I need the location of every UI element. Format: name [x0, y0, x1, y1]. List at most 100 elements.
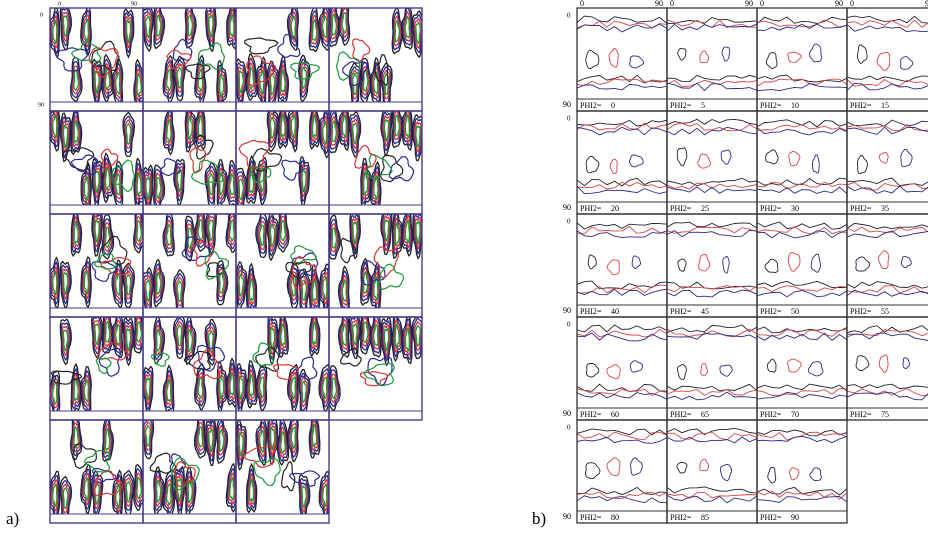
contour [290, 113, 297, 140]
contour [394, 114, 401, 137]
contour [413, 17, 422, 50]
contour [245, 262, 258, 308]
section-map [142, 316, 237, 421]
contour [359, 371, 389, 387]
contour [404, 114, 410, 139]
contour [100, 148, 119, 169]
contour [92, 161, 102, 204]
contour [256, 421, 267, 462]
contour [246, 462, 258, 514]
contour [404, 15, 411, 39]
contour [402, 214, 413, 253]
contour [415, 324, 421, 347]
contour [321, 376, 328, 400]
contour [162, 214, 175, 257]
contour [163, 59, 174, 100]
contour [757, 435, 847, 444]
contour [207, 330, 214, 353]
contour [341, 278, 348, 303]
contour [331, 119, 338, 143]
contour [667, 122, 757, 132]
contour [676, 147, 688, 167]
axis-label: 90 [563, 512, 571, 521]
contour [722, 255, 730, 274]
contour [310, 273, 319, 307]
contour [149, 452, 177, 474]
contour [166, 118, 172, 144]
contour [288, 367, 298, 409]
section-map: PHI2= 40 [576, 213, 668, 318]
contour [94, 69, 100, 95]
contour [216, 420, 229, 464]
contour [319, 8, 329, 47]
contour [301, 168, 307, 193]
contour [144, 373, 152, 407]
contour [82, 265, 90, 300]
contour [252, 342, 274, 367]
section-map: PHI2= 90 [756, 419, 848, 524]
section-frame [756, 316, 848, 421]
contour [331, 13, 338, 37]
contour [112, 263, 123, 305]
section-frame [576, 7, 668, 112]
contour [329, 214, 341, 260]
contour [205, 420, 217, 467]
contour [289, 11, 298, 43]
contour [93, 215, 101, 248]
contours [577, 222, 667, 297]
contour [162, 111, 175, 156]
contour [112, 62, 123, 102]
contour [667, 391, 757, 401]
contour [667, 486, 757, 494]
contour [197, 376, 204, 399]
contour [330, 373, 339, 404]
contour [187, 479, 193, 504]
contour [143, 168, 153, 205]
contours [236, 8, 329, 102]
contour [123, 8, 135, 59]
contour [258, 429, 265, 453]
contour [102, 317, 113, 350]
contour [331, 377, 338, 400]
contour [236, 423, 246, 467]
contour [413, 321, 422, 351]
contour [125, 328, 132, 353]
contour [184, 111, 197, 153]
section-prefix: PHI2= [850, 410, 872, 419]
section-prefix: PHI2= [670, 101, 692, 110]
contour [227, 214, 236, 246]
contour [339, 8, 350, 42]
contour [667, 289, 757, 298]
contour [123, 320, 134, 362]
contour [96, 342, 129, 361]
contour [103, 317, 112, 347]
contour [185, 320, 196, 361]
contour [172, 38, 193, 62]
contour [403, 10, 412, 43]
section-frame [576, 316, 668, 421]
section-map [328, 213, 423, 318]
contour [98, 235, 128, 266]
contour [216, 158, 228, 205]
contour [341, 11, 348, 35]
contour [373, 275, 379, 302]
contour [309, 317, 321, 357]
contour [229, 12, 235, 38]
contour [238, 178, 245, 201]
contour [165, 68, 172, 92]
contour [238, 375, 244, 401]
contour [80, 8, 92, 57]
axis-label: 90 [563, 409, 571, 418]
contour [577, 495, 667, 504]
contour [351, 217, 359, 251]
contour [331, 227, 338, 249]
contour [629, 154, 644, 168]
contour [255, 214, 268, 259]
contour [340, 318, 349, 351]
contour [71, 61, 82, 99]
contour [318, 470, 329, 514]
contour [104, 320, 111, 343]
contour [122, 469, 136, 514]
contour [847, 281, 928, 289]
contour [144, 424, 151, 447]
